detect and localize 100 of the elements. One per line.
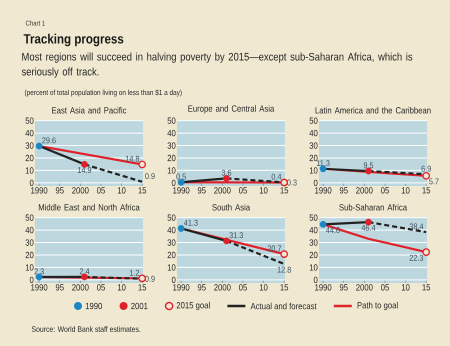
x-tick-label: 95 [198,187,206,194]
y-tick-label: 10 [26,264,34,271]
legend-label: 1990 [86,302,102,310]
chart-title: Europe and Central Asia [188,105,274,114]
x-tick-label: 95 [56,187,64,194]
y-tick-label: 40 [167,130,176,136]
x-tick-label: 05 [238,187,247,194]
text: Most regions will succeed in halving poverty by 2015—except sub-Saharan Africa, which is seriously off track. [22,52,412,78]
y-tick-label: 30 [310,142,318,149]
data-label: 29.6 [42,137,56,144]
data-label: 31.3 [229,232,244,238]
y-tick-label: 50 [168,214,176,221]
x-tick-label: 95 [340,284,348,291]
y-tick-label: 50 [310,117,318,124]
data-label: 0.5 [176,174,186,180]
x-tick-label: 1990 [315,284,332,291]
y-tick-label: 10 [310,167,318,174]
x-tick-label: 1990 [173,284,190,291]
chart-title: South Asia [212,204,250,211]
point [280,250,288,258]
chart-title: Sub-Saharan Africa [339,204,408,211]
data-label: 3.6 [222,170,232,176]
x-tick-label: 2000 [72,284,89,291]
chart-title: Latin America and the Caribbean [316,106,431,114]
x-tick-label: 15 [138,284,146,290]
y-tick-label: 20 [168,252,176,258]
legend-label: 2015 goal [176,302,210,310]
data-label: 38.4 [410,223,424,230]
data-label: 46.4 [362,224,376,231]
x-tick-label: 10 [118,187,126,194]
y-tick-label: 30 [26,239,34,246]
x-tick-label: 05 [380,284,389,291]
x-tick-label: 15 [138,187,146,194]
y-tick-label: 30 [310,239,318,246]
y-tick-label: 30 [26,142,34,149]
y-tick-label: 20 [310,252,318,258]
data-label: 5.7 [429,178,439,184]
data-label: 0.9 [145,173,155,180]
point [320,220,327,228]
point [223,238,230,244]
y-tick-label: 40 [25,226,34,234]
x-tick-label: 10 [260,284,268,291]
x-tick-label: 95 [340,187,348,194]
x-tick-label: 10 [260,187,268,194]
data-label: 22.3 [410,254,424,261]
chart-title: Middle East and North Africa [38,204,140,211]
y-tick-label: 10 [168,167,176,174]
text: Tracking progress [24,34,124,46]
data-label: 41.3 [184,220,198,226]
y-tick-label: 40 [25,130,34,136]
x-tick-label: 10 [402,284,410,291]
x-tick-label: 2000 [214,187,231,194]
y-tick-label: 0 [314,276,318,284]
x-tick-label: 15 [280,187,288,194]
x-tick-label: 15 [280,284,288,290]
x-tick-label: 05 [380,187,389,194]
data-label: 1.2 [130,270,140,276]
data-label: 12.8 [278,266,291,273]
y-tick-label: 20 [26,154,34,162]
x-tick-label: 05 [96,284,105,291]
y-tick-label: 50 [26,117,34,124]
point [138,160,146,168]
x-tick-label: 1990 [173,187,190,194]
y-tick-label: 0 [172,276,176,284]
x-tick-label: 2000 [356,284,373,291]
x-tick-label: 05 [96,187,105,194]
y-tick-label: 10 [310,264,318,271]
y-tick-label: 50 [26,214,34,221]
y-tick-label: 40 [167,226,176,234]
data-label: 14.8 [126,156,140,162]
y-tick-label: 10 [26,167,34,174]
y-tick-label: 30 [168,142,176,149]
y-tick-label: 40 [309,130,318,136]
x-tick-label: 2000 [72,187,89,194]
point [422,248,430,256]
y-tick-label: 50 [310,214,318,221]
point [422,172,430,180]
y-tick-label: 20 [168,154,176,162]
x-tick-label: 2000 [214,284,231,291]
point [178,225,185,232]
y-tick-label: 50 [168,117,176,124]
x-tick-label: 15 [422,284,430,290]
data-label: 14.9 [78,167,92,174]
x-tick-label: 10 [402,187,410,194]
x-tick-label: 10 [118,284,126,291]
x-tick-label: 95 [56,284,64,291]
y-tick-label: 10 [168,264,176,271]
y-tick-label: 20 [26,252,34,258]
y-tick-label: 0 [30,276,34,284]
y-tick-label: 0 [314,180,318,186]
data-label: 11.3 [316,160,330,166]
y-tick-label: 0 [172,180,176,186]
y-tick-label: 0 [30,180,34,186]
x-tick-label: 1990 [31,187,48,194]
chart-title: East Asia and Pacific [52,106,126,114]
y-tick-label: 20 [310,154,318,162]
x-tick-label: 1990 [31,284,48,291]
x-tick-label: 95 [198,284,206,291]
data-label: 44.6 [326,227,340,234]
legend-label: Actual and forecast [250,302,317,310]
